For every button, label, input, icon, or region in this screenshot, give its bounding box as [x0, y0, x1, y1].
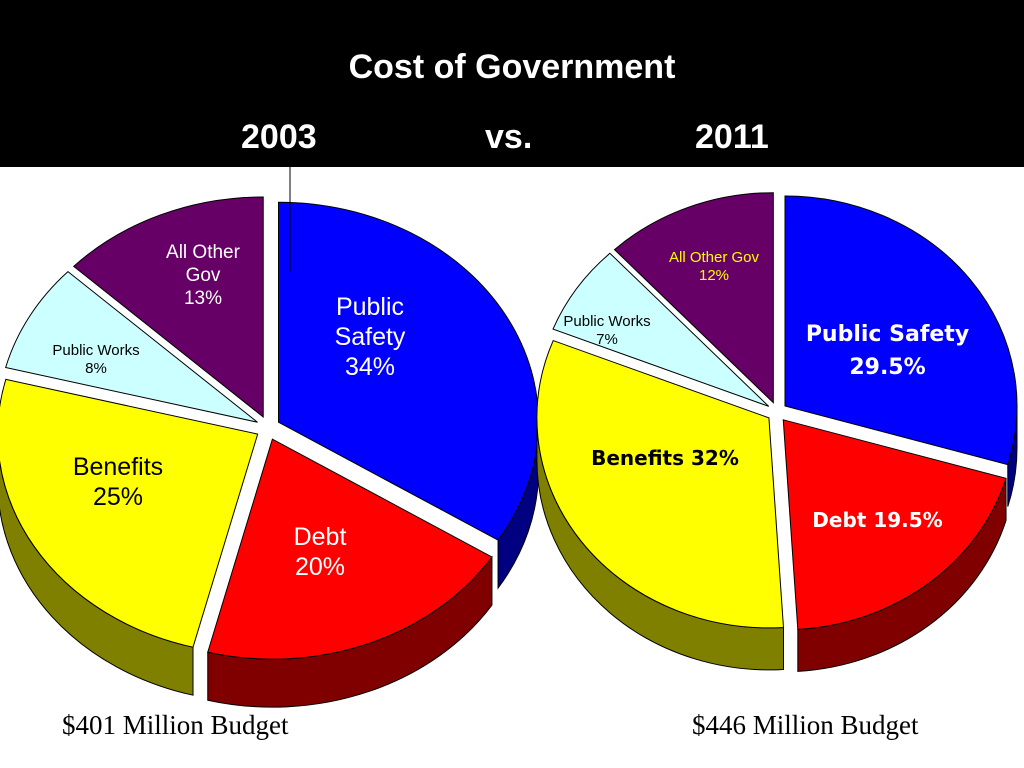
pie-2011-public-works-slice [552, 252, 770, 407]
pie-2011-debt-slice [782, 419, 1007, 630]
pie-2003-all-other-gov-slice [72, 196, 264, 419]
label-2011-public-works: Public Works 7% [563, 313, 651, 348]
vs-label: vs. [485, 118, 533, 156]
pie-2011-benefits-slice [536, 339, 785, 629]
pie-2011-all-other-gov-slice [613, 192, 774, 404]
label-2003-benefits: Benefits 25% [72, 453, 164, 511]
pie-2011-public-safety-slice [784, 195, 1018, 466]
label-2003-debt: Debt 20% [293, 523, 347, 581]
label-2011-debt: Debt 19.5% [812, 508, 943, 532]
chart-title: Cost of Government [348, 48, 676, 86]
budget-2003-label: $401 Million Budget [62, 710, 289, 740]
year-2003-label: 2003 [241, 118, 317, 156]
label-2011-all-other-gov: All Other Gov 12% [668, 249, 760, 284]
pie-2003-public-safety-slice [278, 201, 540, 541]
budget-2011-label: $446 Million Budget [692, 710, 919, 740]
year-2011-label: 2011 [695, 118, 769, 156]
label-2003-public-works: Public Works 8% [52, 342, 140, 377]
pie-2003-benefits-slice [0, 378, 259, 648]
title-banner: Cost of Government 2003 vs. 2011 [0, 0, 1024, 167]
pie-2003-debt-slice [207, 438, 493, 660]
label-2003-all-other-gov: All Other Gov 13% [166, 242, 240, 309]
label-2003-public-safety: Public Safety 34% [334, 293, 406, 381]
label-2011-public-safety: Public Safety 29.5% [805, 322, 970, 380]
label-2011-benefits: Benefits 32% [591, 446, 739, 470]
pie-2003-public-works-slice [5, 270, 258, 423]
